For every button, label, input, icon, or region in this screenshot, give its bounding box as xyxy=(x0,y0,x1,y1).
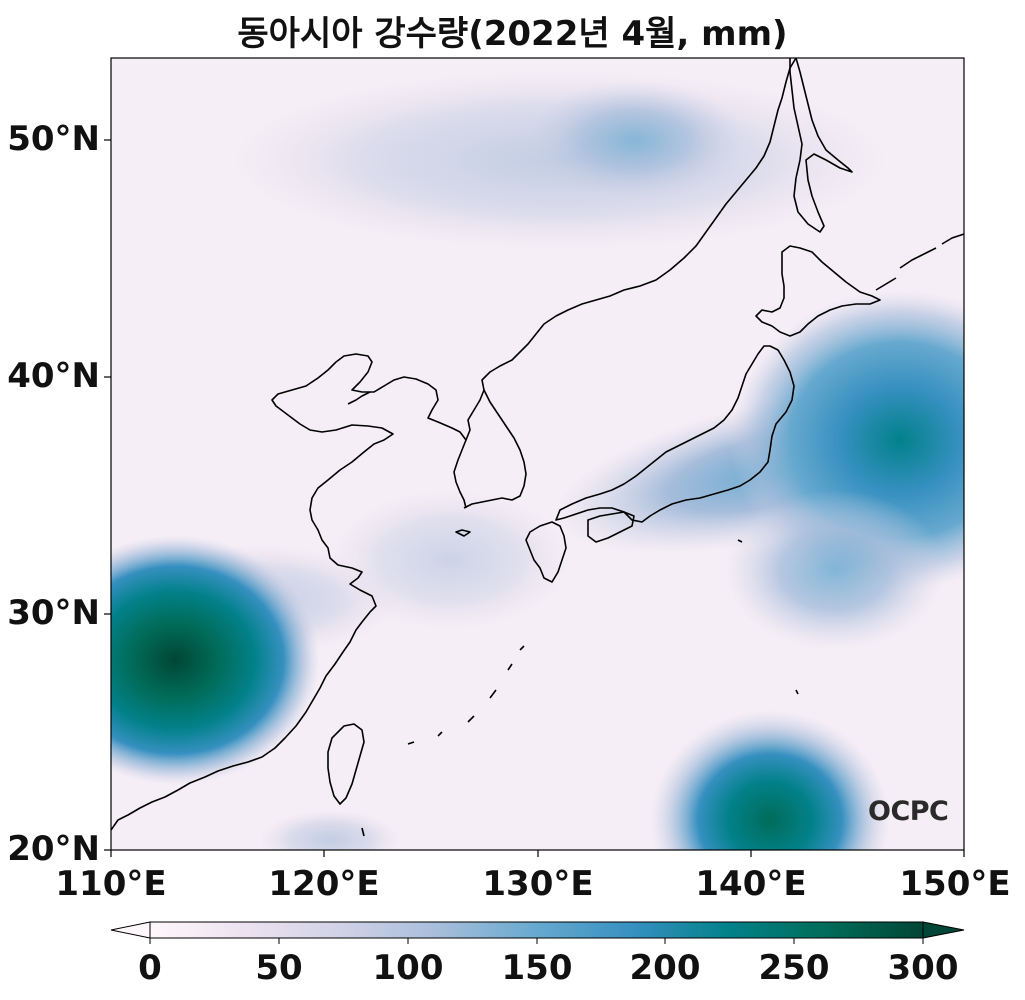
honshu-coastline xyxy=(555,345,795,523)
colorbar-extend-max xyxy=(922,921,965,939)
x-tick-label: 150°E xyxy=(899,864,1011,904)
x-tick-label: 120°E xyxy=(268,864,380,904)
colorbar-tick-label: 50 xyxy=(255,948,303,988)
kyushu-coastline xyxy=(525,521,567,583)
colorbar-bar xyxy=(149,921,924,939)
shikoku-coastline xyxy=(587,511,635,543)
map-title: 동아시아 강수량(2022년 4월, mm) xyxy=(237,14,788,54)
kuril-islands xyxy=(875,233,964,291)
precipitation-field xyxy=(111,58,964,850)
hokkaido-coastline xyxy=(755,245,881,337)
y-tick-label: 50°N xyxy=(7,119,100,159)
ryukyu-islands xyxy=(407,645,525,745)
y-tick-label: 40°N xyxy=(7,356,100,396)
sakhalin-coastline xyxy=(789,58,853,233)
axis-ticks xyxy=(104,139,965,857)
colorbar xyxy=(110,921,965,944)
x-tick-label: 140°E xyxy=(695,864,807,904)
philippine-sea-south xyxy=(650,710,890,850)
korea-coastline xyxy=(465,58,797,441)
jeju-island xyxy=(455,529,471,537)
colorbar-tick-label: 0 xyxy=(138,948,162,988)
coastlines xyxy=(111,58,964,837)
x-tick-label: 110°E xyxy=(55,864,167,904)
colorbar-tick-label: 250 xyxy=(758,948,830,988)
x-tick-label: 130°E xyxy=(482,864,594,904)
logo-text: OCPC xyxy=(868,796,949,827)
taiwan-coastline xyxy=(327,723,365,805)
y-tick-label: 20°N xyxy=(7,829,100,869)
south-china-max xyxy=(111,535,320,785)
izu-islands xyxy=(361,539,799,837)
colorbar-extend-min xyxy=(110,921,151,939)
y-tick-label: 30°N xyxy=(7,593,100,633)
colorbar-tick-label: 200 xyxy=(629,948,701,988)
ocpc-logo: OCPC xyxy=(868,796,949,827)
china-coastline xyxy=(111,353,467,831)
korea-peninsula-coast xyxy=(463,389,527,509)
okhotsk-patch xyxy=(525,80,745,200)
colorbar-tick-label: 150 xyxy=(501,948,573,988)
east-china-sea-patch xyxy=(330,490,570,630)
colorbar-tick-label: 100 xyxy=(372,948,444,988)
luzon-strait-patch xyxy=(260,810,400,850)
colorbar-tick-label: 300 xyxy=(887,948,959,988)
liaodong-peninsula xyxy=(347,391,371,405)
pacific-south-patch xyxy=(725,490,945,650)
